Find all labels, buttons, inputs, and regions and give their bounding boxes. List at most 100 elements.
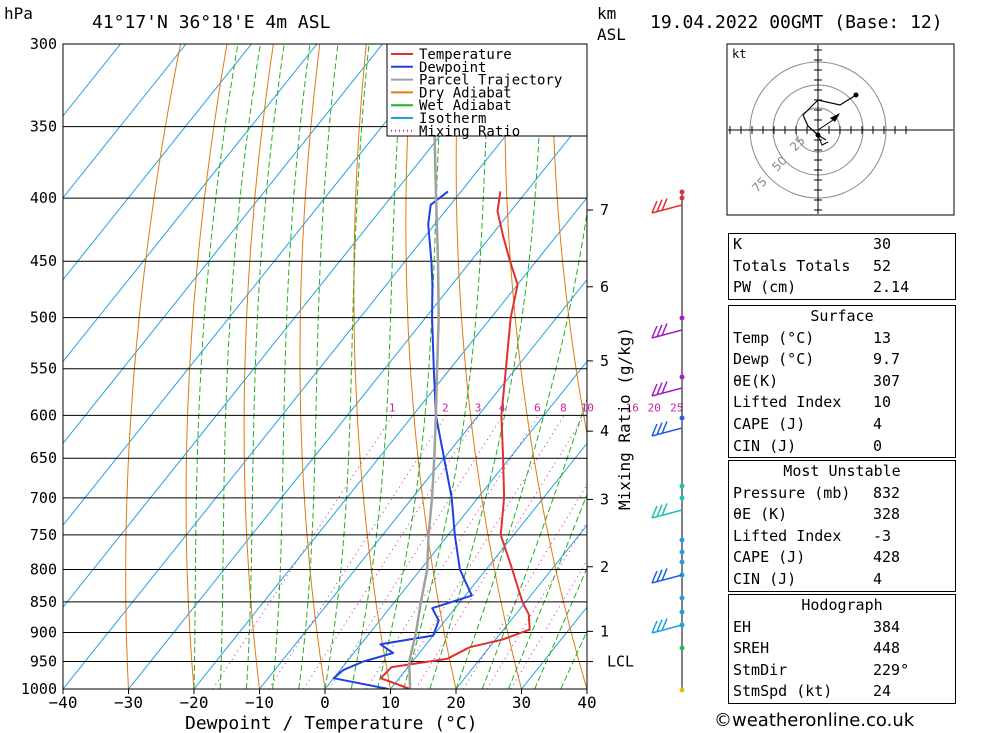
asl-unit-label: ASL — [597, 25, 626, 44]
pressure-tick-label: 850 — [30, 593, 57, 611]
pressure-tick-label: 400 — [30, 189, 57, 207]
pressure-tick-labels: 300 350 400 450 500 550 600 650 700 750 800 850 900 9… — [21, 35, 57, 698]
mixing-ratio-line — [510, 559, 587, 689]
index-row: StmDir 229° — [729, 660, 955, 682]
isotherm-line — [63, 44, 383, 445]
km-unit-label: km — [597, 4, 616, 23]
index-name: θE (K) — [733, 505, 788, 524]
wind-barb — [651, 421, 683, 437]
index-name: Dewp (°C) — [733, 350, 815, 369]
index-row: θE (K) 328 — [729, 504, 955, 526]
dry-adiabat-line — [243, 44, 274, 689]
wind-marker — [679, 645, 685, 651]
pressure-tick-label: 650 — [30, 449, 57, 467]
pressure-tick-label: 900 — [30, 624, 57, 642]
wind-marker — [679, 687, 685, 693]
mixing-ratio-label: 1 — [389, 401, 396, 414]
copyright-text: ©weatheronline.co.uk — [714, 710, 915, 731]
temperature-tick-labels: −40 −30 −20 −10 0 10 20 30 40 — [49, 689, 597, 712]
dry-adiabat-line — [455, 44, 522, 689]
series-parcel-trajectory-line — [407, 44, 440, 689]
wind-barb — [651, 503, 683, 519]
index-name: CAPE (J) — [733, 414, 806, 433]
pressure-tick-label: 550 — [30, 360, 57, 378]
altitude-tick-labels: 7 6 5 4 3 2 1 LCL — [587, 201, 634, 671]
mixing-ratio-label: 10 — [581, 401, 594, 414]
pressure-tick-label: 350 — [30, 118, 57, 136]
storm-motion-line — [817, 117, 837, 131]
index-row: Dewp (°C) 9.7 — [729, 349, 955, 371]
index-value: 448 — [873, 639, 901, 658]
dry-adiabat-line — [185, 44, 228, 689]
pressure-tick-label: 800 — [30, 560, 57, 578]
indices-table: K 30 Totals Totals 52 PW (cm) 2.14 — [728, 233, 956, 300]
most-unstable-title: Most Unstable — [783, 462, 901, 480]
wind-barb — [651, 198, 683, 214]
isotherm-line — [63, 44, 187, 199]
mixing-ratio-label: 3 — [475, 401, 482, 414]
wet-adiabat-line — [193, 44, 239, 689]
index-row: Lifted Index -3 — [729, 526, 955, 548]
index-row: CAPE (J) 4 — [729, 414, 955, 436]
index-value: 229° — [873, 660, 910, 679]
mixing-ratio-label: 6 — [534, 401, 541, 414]
hodograph-trace — [817, 134, 829, 146]
wind-marker — [679, 315, 685, 321]
index-row: EH 384 — [729, 617, 955, 639]
mixing-ratio-label: 2 — [442, 401, 449, 414]
isotherm-line — [390, 442, 587, 689]
wind-marker — [679, 415, 685, 421]
isotherm-line — [455, 524, 587, 689]
isobar-lines — [63, 43, 587, 690]
mixing-ratio-line — [303, 415, 480, 689]
pressure-tick-label: 600 — [30, 406, 57, 424]
wind-barb — [651, 618, 683, 634]
index-name: K — [733, 235, 743, 253]
altitude-tick-label: 5 — [600, 352, 609, 370]
index-name: PW (cm) — [733, 278, 797, 297]
hodograph-point — [815, 132, 821, 138]
pressure-tick-label: 700 — [30, 489, 57, 507]
index-row: SREH 448 — [729, 638, 955, 660]
dry-adiabat-line — [125, 44, 182, 689]
index-name: StmDir — [733, 660, 788, 679]
altitude-tick-label: 6 — [600, 278, 609, 296]
isotherm-line — [63, 44, 121, 117]
temperature-tick-label: 30 — [512, 693, 531, 712]
pressure-tick-label: 300 — [30, 35, 57, 53]
isotherm-line — [259, 278, 587, 689]
mixing-ratio-line — [328, 415, 504, 689]
hodograph-table: Hodograph EH 384 SREH 448 StmDir 229° StmSpd (… — [728, 594, 956, 704]
isotherm-line — [63, 44, 449, 527]
altitude-tick-label: LCL — [607, 653, 634, 671]
index-value: 9.7 — [873, 350, 901, 369]
index-value: 24 — [873, 682, 892, 701]
index-row: CIN (J) 0 — [729, 436, 955, 458]
hodograph-title: Hodograph — [801, 596, 883, 614]
temperature-tick-label: 40 — [577, 693, 596, 712]
index-name: Totals Totals — [733, 256, 851, 275]
wet-adiabat-line — [324, 44, 370, 689]
pressure-tick-label: 500 — [30, 309, 57, 327]
mixing-ratio-label: 25 — [670, 401, 683, 414]
wet-adiabat-line — [455, 209, 587, 689]
altitude-tick-label: 3 — [600, 490, 609, 508]
altitude-tick-label: 2 — [600, 558, 609, 576]
dry-adiabat-line — [405, 44, 457, 689]
dry-adiabat-line — [970, 44, 1000, 689]
index-row: Lifted Index 10 — [729, 392, 955, 414]
altitude-tick-label: 4 — [600, 422, 609, 440]
index-value: 307 — [873, 371, 901, 390]
index-value: 52 — [873, 256, 892, 275]
legend-label: Isotherm — [419, 111, 486, 127]
wind-marker — [679, 189, 685, 195]
index-value: 384 — [873, 617, 901, 636]
wet-adiabat-line — [298, 44, 339, 689]
wind-marker — [679, 609, 685, 615]
mixing-ratio-label: 4 — [499, 401, 506, 414]
index-row: StmSpd (kt) 24 — [729, 681, 955, 703]
wind-marker — [679, 549, 685, 555]
